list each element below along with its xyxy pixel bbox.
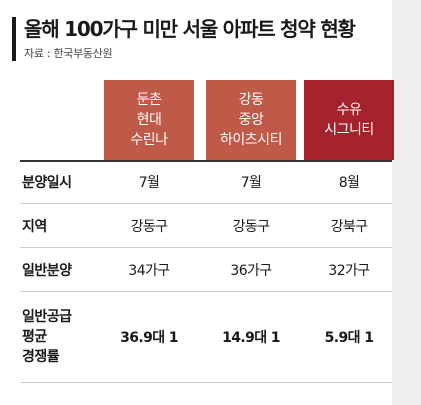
table-cell: 32가구 [328, 263, 370, 279]
column-header-line: 하이츠시티 [220, 132, 282, 148]
table-cell: 7월 [240, 175, 262, 191]
row-label-line: 평균 [22, 329, 47, 345]
row-label-region: 지역 [22, 219, 47, 235]
column-header-suyu: 수유 시그니티 [304, 80, 394, 160]
column-header-line: 강동 [238, 92, 264, 108]
table-cell: 14.9대 1 [222, 330, 280, 346]
source-note: 자료 : 한국부동산원 [24, 47, 113, 60]
table-cell: 강동구 [232, 219, 270, 235]
column-header-line: 둔촌 [136, 92, 162, 108]
table-cell: 36가구 [230, 263, 272, 279]
table-cell: 34가구 [128, 263, 170, 279]
row-label-line: 경쟁률 [22, 349, 60, 365]
title-accent-bar [12, 17, 16, 61]
page-title: 올해 100가구 미만 서울 아파트 청약 현황 [24, 17, 356, 41]
table-header-rule [20, 160, 392, 162]
column-header-line: 수유 [336, 102, 362, 118]
table-cell: 강북구 [330, 219, 368, 235]
table-cell: 7월 [138, 175, 160, 191]
row-divider [20, 247, 392, 248]
background-panel [392, 0, 421, 405]
row-label-general-sale: 일반분양 [22, 263, 72, 279]
table-cell: 8월 [338, 175, 360, 191]
row-label-sale-date: 분양일시 [22, 175, 72, 191]
column-header-line: 수린나 [130, 132, 168, 148]
column-header-dunchon: 둔촌 현대 수린나 [104, 80, 194, 160]
column-header-line: 중앙 [238, 112, 264, 128]
column-header-line: 현대 [136, 112, 162, 128]
row-label-competition-rate: 일반공급 평균 경쟁률 [22, 307, 72, 367]
column-header-gangdong: 강동 중앙 하이츠시티 [206, 80, 296, 160]
row-label-line: 일반공급 [22, 309, 72, 325]
row-divider [20, 203, 392, 204]
column-header-line: 시그니티 [324, 122, 374, 138]
table-cell: 36.9대 1 [120, 330, 178, 346]
table-bottom-rule [20, 382, 392, 383]
row-divider [20, 291, 392, 292]
table-cell: 강동구 [130, 219, 168, 235]
table-cell: 5.9대 1 [324, 330, 374, 346]
